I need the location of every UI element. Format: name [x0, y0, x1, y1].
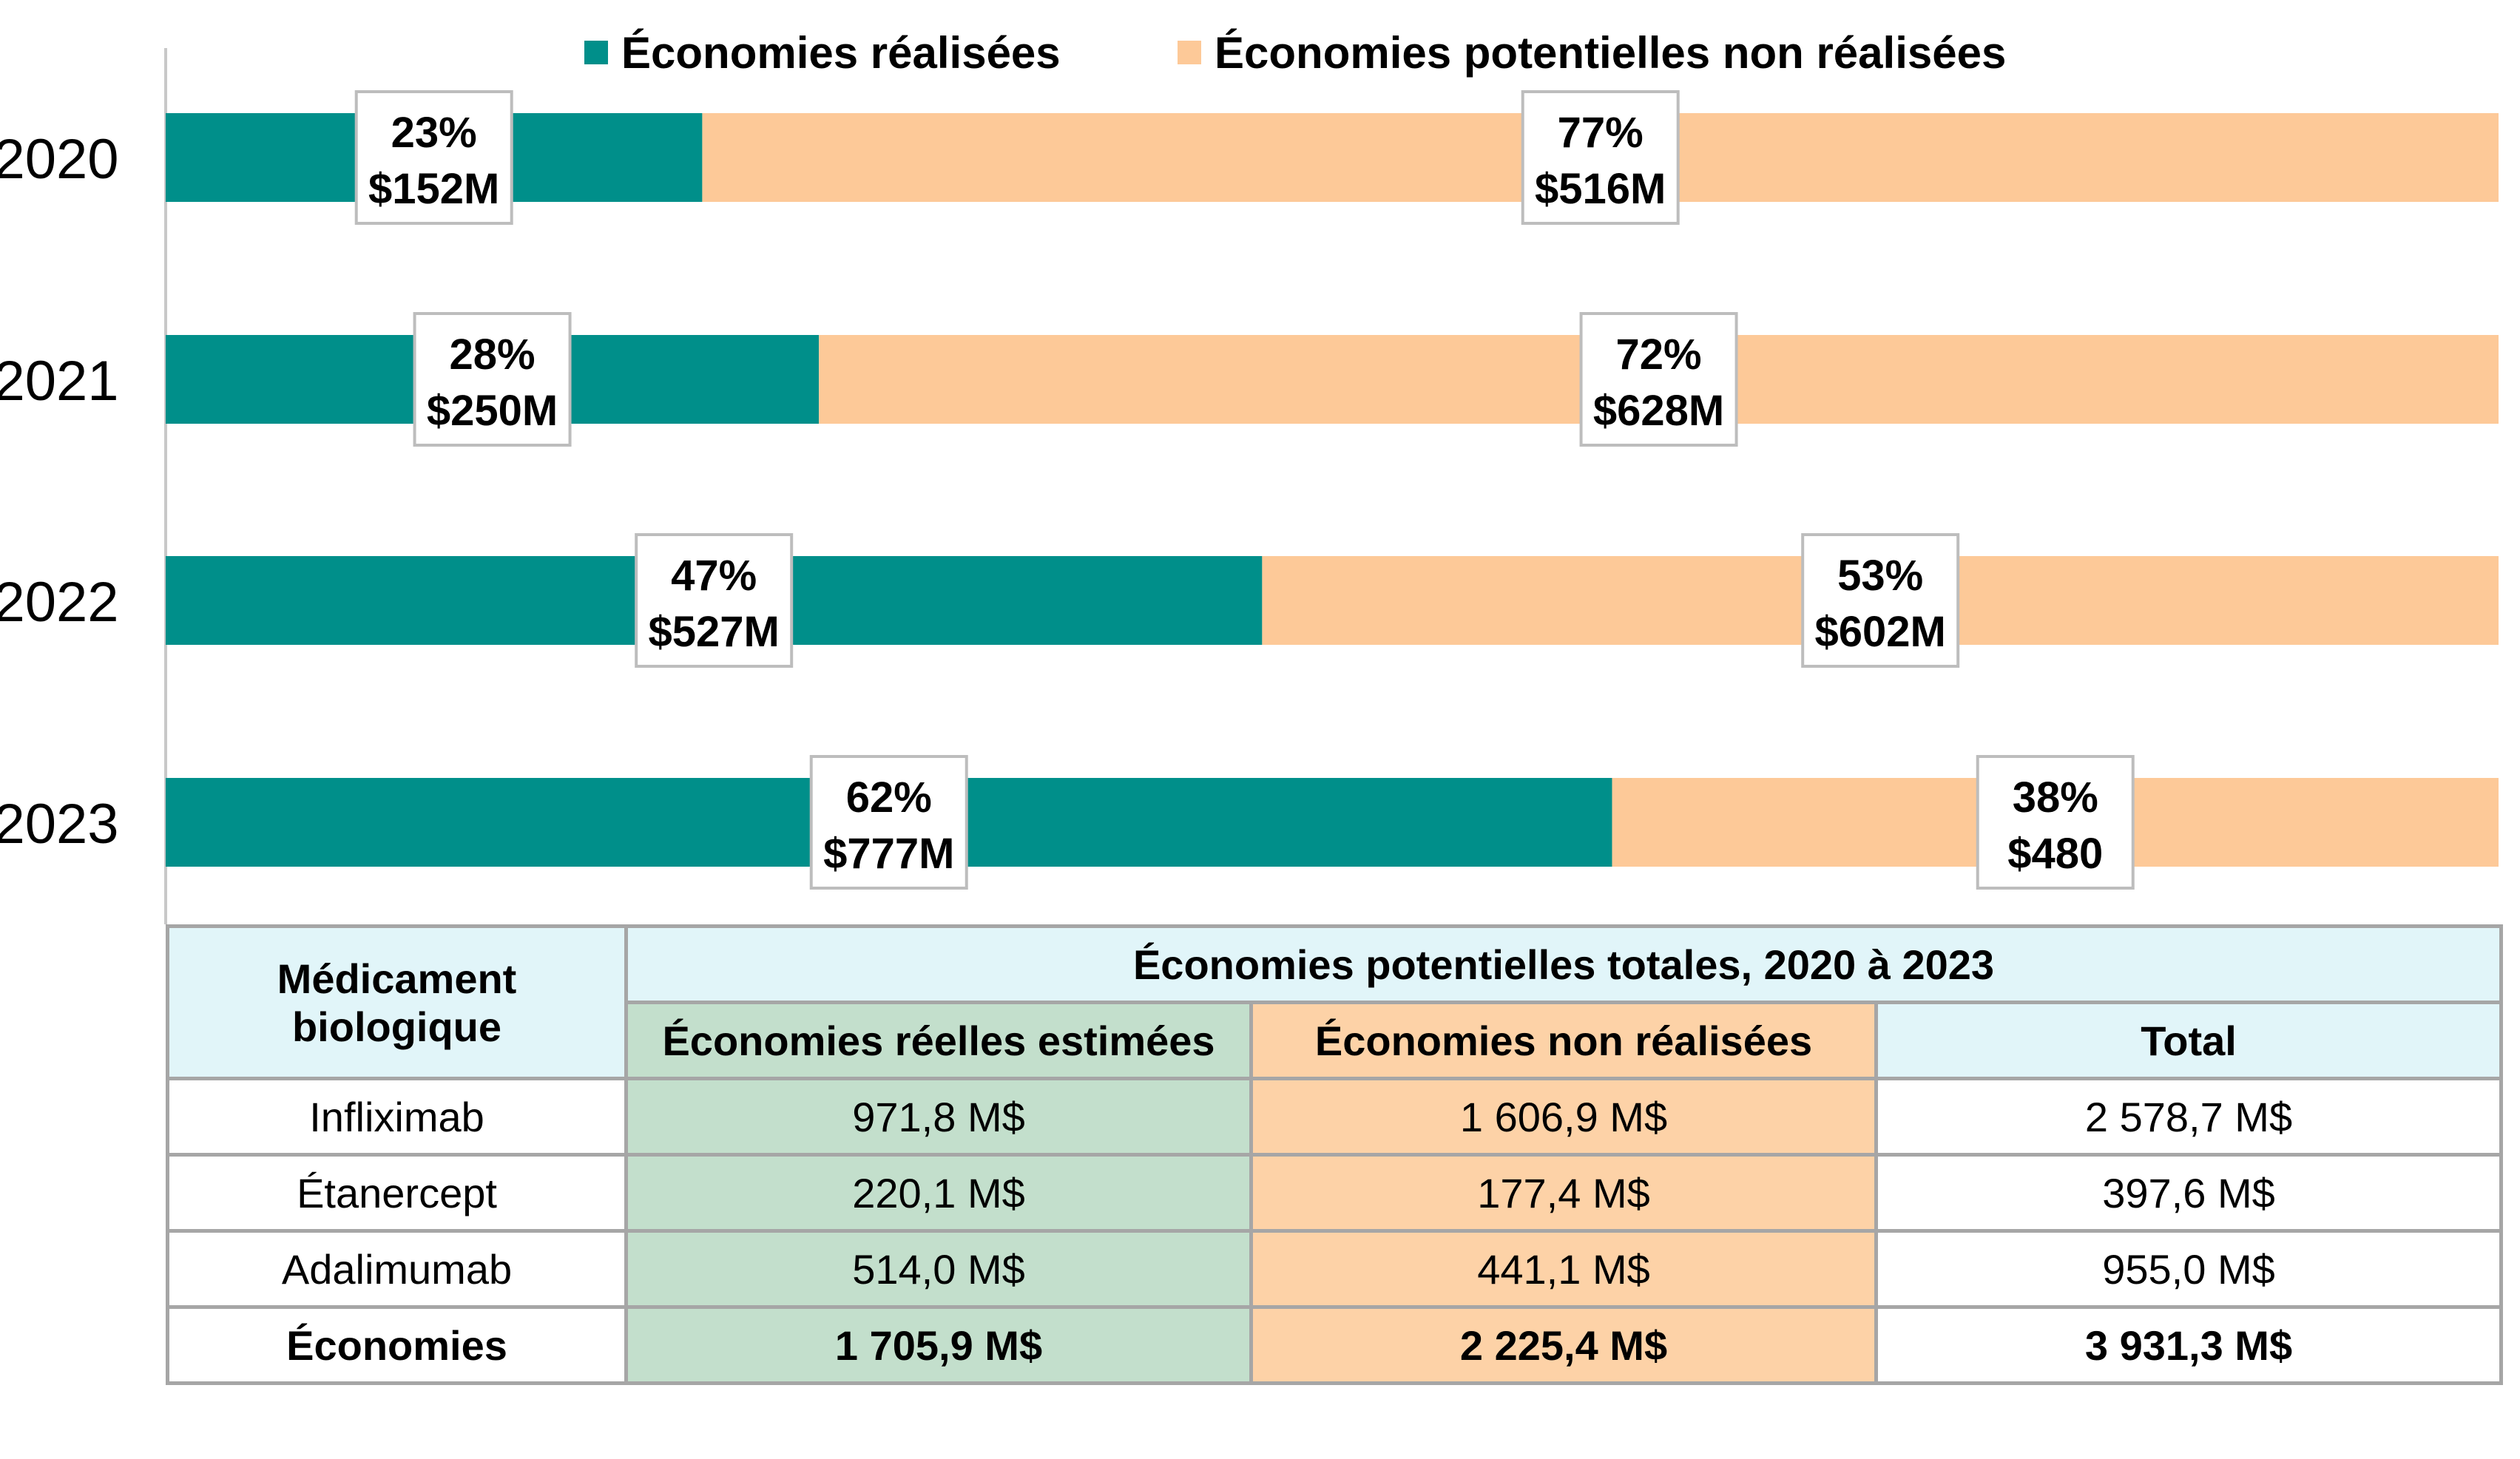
- value-percent-realized-2020: 23%: [391, 109, 477, 157]
- row-name: Infliximab: [166, 1077, 628, 1157]
- subheader-unrealized: Économies non réalisées: [1249, 1001, 1878, 1080]
- subheader-total: Total: [1874, 1001, 2503, 1080]
- cell-real: 1 705,9 M$: [624, 1305, 1253, 1385]
- stacked-bar-chart: Économies réalisées Économies potentielle…: [0, 28, 2499, 924]
- subheader-real: Économies réelles estimées: [624, 1001, 1253, 1080]
- legend: Économies réalisées Économies potentielle…: [584, 28, 2006, 78]
- legend-label-0: Économies réalisées: [621, 28, 1061, 78]
- value-percent-unrealized-2021: 72%: [1616, 331, 1702, 379]
- value-box-realized-2021: [413, 312, 572, 447]
- value-percent-realized-2022: 47%: [671, 552, 757, 600]
- table-header-row-1: Médicament biologique Économies potentie…: [166, 924, 2503, 1080]
- cell-total: 2 578,7 M$: [1874, 1077, 2503, 1157]
- value-percent-unrealized-2023: 38%: [2013, 773, 2098, 822]
- value-box-unrealized-2020: [1521, 90, 1680, 225]
- cell-unrealized: 441,1 M$: [1249, 1229, 1878, 1309]
- legend-swatch-1: [1178, 41, 1201, 64]
- value-box-unrealized-2022: [1801, 533, 1960, 668]
- col-header-biologic: Médicament biologique: [166, 924, 628, 1080]
- value-percent-realized-2021: 28%: [450, 331, 536, 379]
- row-name: Étanercept: [166, 1153, 628, 1233]
- year-label-2020: 2020: [0, 128, 119, 191]
- legend-label-1: Économies potentielles non réalisées: [1215, 28, 2006, 78]
- legend-swatch-0: [584, 41, 608, 64]
- value-box-realized-2020: [354, 90, 513, 225]
- value-amount-realized-2020: $152M: [368, 165, 499, 213]
- table-row: Infliximab 971,8 M$ 1 606,9 M$ 2 578,7 M…: [166, 1077, 2503, 1157]
- year-labels: 2020 2021 2022 2023: [0, 128, 119, 856]
- value-box-realized-2022: [635, 533, 794, 668]
- value-percent-unrealized-2022: 53%: [1837, 552, 1923, 600]
- summary-table: Médicament biologique Économies potentie…: [166, 924, 2503, 1385]
- value-amount-realized-2023: $777M: [823, 830, 954, 878]
- table-header-row-2: Économies réelles estimées Économies non…: [168, 1001, 2503, 1080]
- year-label-2022: 2022: [0, 571, 119, 634]
- value-box-unrealized-2023: [1976, 755, 2135, 890]
- cell-total: 955,0 M$: [1874, 1229, 2503, 1309]
- value-labels: 23% $152M 77% $516M 28% $250M 72% $628M 47% $527M…: [354, 90, 2135, 890]
- cell-real: 971,8 M$: [624, 1077, 1253, 1157]
- cell-real: 514,0 M$: [624, 1229, 1253, 1309]
- value-percent-realized-2023: 62%: [846, 773, 932, 822]
- value-amount-unrealized-2022: $602M: [1815, 608, 1946, 656]
- cell-total: 397,6 M$: [1874, 1153, 2503, 1233]
- value-amount-realized-2021: $250M: [427, 387, 558, 435]
- bars-group: [166, 113, 2499, 867]
- row-name: Adalimumab: [166, 1229, 628, 1309]
- value-amount-unrealized-2021: $628M: [1593, 387, 1724, 435]
- value-box-unrealized-2021: [1579, 312, 1738, 447]
- table-row: Étanercept 220,1 M$ 177,4 M$ 397,6 M$: [166, 1153, 2503, 1233]
- value-box-realized-2023: [809, 755, 968, 890]
- cell-unrealized: 1 606,9 M$: [1249, 1077, 1878, 1157]
- value-percent-unrealized-2020: 77%: [1558, 109, 1644, 157]
- value-amount-realized-2022: $527M: [649, 608, 780, 656]
- cell-real: 220,1 M$: [624, 1153, 1253, 1233]
- cell-unrealized: 2 225,4 M$: [1249, 1305, 1878, 1385]
- table-total-row: Économies 1 705,9 M$ 2 225,4 M$ 3 931,3 …: [166, 1305, 2503, 1385]
- year-label-2021: 2021: [0, 350, 119, 413]
- value-amount-unrealized-2020: $516M: [1535, 165, 1666, 213]
- group-header: Économies potentielles totales, 2020 à 2…: [624, 924, 2503, 1004]
- value-amount-unrealized-2023: $480: [2007, 830, 2103, 878]
- table-row: Adalimumab 514,0 M$ 441,1 M$ 955,0 M$: [166, 1229, 2503, 1309]
- cell-total: 3 931,3 M$: [1874, 1305, 2503, 1385]
- row-name: Économies: [166, 1305, 628, 1385]
- year-label-2023: 2023: [0, 793, 119, 856]
- cell-unrealized: 177,4 M$: [1249, 1153, 1878, 1233]
